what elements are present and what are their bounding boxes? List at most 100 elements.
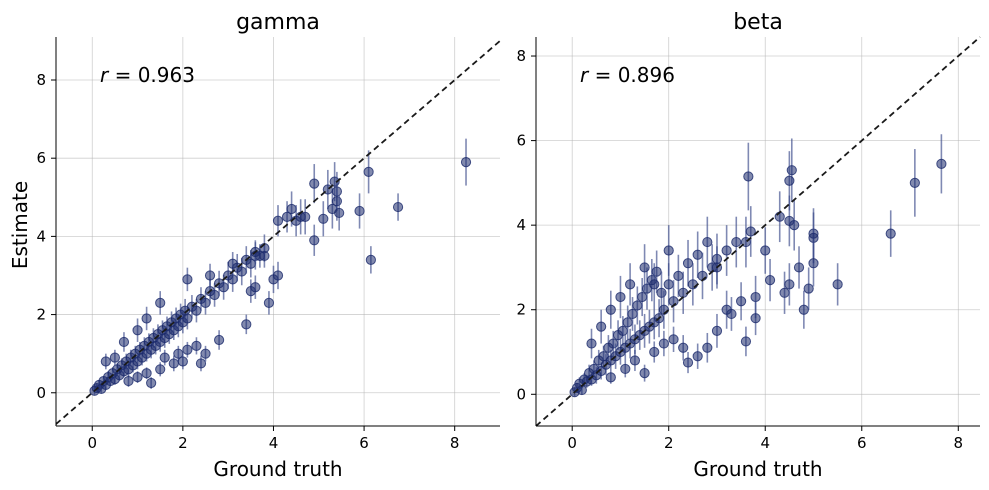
gamma-panel: 0 2 4 6 8 0 2 4 6 8 gamma Ground truth r = 0.963 (36, 10, 501, 481)
data-point (678, 342, 689, 353)
x-axis-label: Ground truth (693, 457, 822, 481)
data-point (682, 357, 694, 368)
data-point (605, 372, 616, 383)
y-tick-label: 4 (36, 227, 46, 245)
data-point (146, 377, 157, 389)
data-point (632, 300, 643, 311)
x-tick-label: 6 (857, 434, 867, 452)
data-point (218, 282, 229, 293)
data-point (605, 304, 616, 315)
data-point (668, 334, 679, 345)
data-point (227, 258, 238, 269)
data-point (263, 297, 275, 308)
data-point (687, 279, 698, 290)
y-tick-label: 0 (516, 385, 526, 403)
data-point (808, 258, 819, 269)
data-point (586, 338, 597, 349)
data-point (318, 213, 329, 224)
data-point (272, 215, 284, 226)
data-point (649, 279, 660, 290)
identity-line (55, 40, 501, 425)
data-points (89, 138, 472, 396)
data-point (760, 245, 771, 256)
data-point (798, 304, 809, 315)
data-point (682, 258, 694, 269)
data-point (649, 346, 660, 358)
data-point (832, 279, 843, 290)
data-point (663, 245, 674, 256)
data-point (745, 226, 756, 237)
data-point (331, 196, 342, 207)
y-tick-label: 0 (36, 384, 46, 402)
data-point (663, 279, 674, 290)
data-point (354, 205, 365, 217)
data-point (334, 207, 345, 219)
data-point (779, 287, 790, 298)
data-point (177, 356, 188, 367)
data-point (118, 336, 130, 348)
data-point (651, 266, 662, 277)
data-point (200, 297, 211, 308)
data-point (191, 305, 202, 316)
data-point (750, 291, 761, 303)
data-point (159, 352, 170, 363)
data-point (743, 171, 754, 182)
data-point (803, 283, 814, 294)
data-point (286, 203, 297, 215)
data-point (625, 279, 636, 290)
data-point (155, 364, 166, 375)
data-point (227, 274, 238, 285)
data-point (132, 325, 143, 336)
data-point (750, 313, 761, 324)
data-point (789, 220, 800, 231)
data-point (627, 308, 638, 320)
data-point (639, 368, 650, 379)
x-tick-label: 0 (567, 434, 577, 452)
data-point (460, 157, 472, 168)
data-point (365, 254, 376, 265)
panel-title: beta (733, 10, 783, 35)
data-point (596, 321, 607, 332)
data-point (740, 336, 752, 347)
correlation-annotation: r = 0.896 (580, 63, 675, 87)
x-tick-label: 0 (87, 434, 97, 452)
data-point (936, 158, 947, 169)
y-tick-label: 6 (516, 132, 526, 150)
panel-title: gamma (236, 10, 320, 35)
data-point (721, 245, 732, 256)
data-point (702, 342, 713, 353)
data-point (615, 291, 626, 303)
data-point (617, 325, 628, 336)
x-tick-label: 8 (954, 434, 964, 452)
x-tick-label: 4 (760, 434, 770, 452)
data-point (182, 274, 193, 285)
x-tick-label: 6 (359, 434, 369, 452)
data-point (637, 291, 648, 303)
y-tick-label: 8 (516, 47, 526, 65)
y-tick-label: 4 (516, 216, 526, 234)
data-point (241, 319, 252, 330)
data-point (132, 372, 143, 383)
data-point (191, 340, 202, 351)
data-point (363, 166, 374, 177)
data-point (608, 338, 619, 349)
data-point (100, 356, 111, 367)
data-point (673, 270, 684, 281)
data-points (569, 134, 947, 398)
identity-line (535, 36, 981, 427)
x-tick-label: 4 (269, 434, 279, 452)
x-tick-label: 2 (178, 434, 188, 452)
data-point (168, 358, 179, 369)
data-point (250, 282, 261, 293)
data-point (793, 262, 805, 273)
data-point (736, 296, 747, 307)
data-point (909, 177, 920, 188)
x-tick-label: 8 (450, 434, 460, 452)
data-point (392, 201, 404, 213)
data-point (209, 289, 220, 301)
data-point (639, 262, 650, 273)
data-point (658, 338, 669, 349)
beta-panel: 0 2 4 6 8 0 2 4 6 8 beta Ground truth r = 0.896 (516, 10, 981, 481)
data-point (123, 375, 134, 387)
